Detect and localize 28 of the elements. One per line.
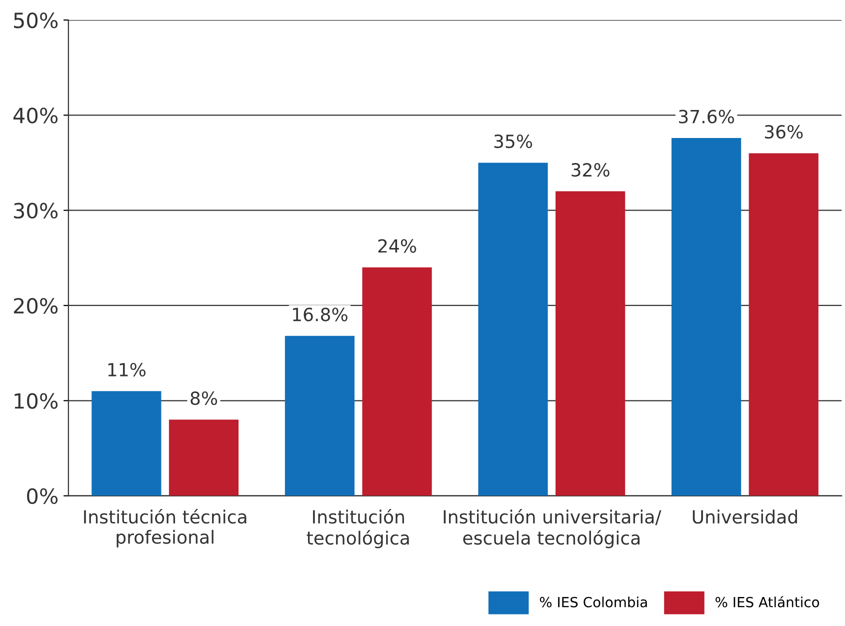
y-tick-label: 0% [27,488,58,504]
bar [362,267,432,496]
bar [478,162,548,496]
data-label: 24% [378,239,416,253]
bar [168,420,239,496]
y-tick-label: 50% [14,12,58,28]
y-tick-label: 20% [14,298,58,314]
legend-label: % IES Colombia [540,596,647,608]
data-label: 35% [494,134,532,148]
bar [284,336,355,496]
y-tick-label: 30% [14,202,58,219]
bar [672,138,742,496]
x-tick-label: Universidad [692,510,797,524]
x-tick-label: Institución tecnológica [306,508,409,548]
y-tick-label: 10% [14,393,58,409]
legend-label: % IES Atlántico [716,596,820,608]
data-label: 32% [572,163,610,177]
bar [556,191,626,496]
data-label: 16.8% [293,308,348,322]
y-tick-label: 40% [13,108,58,124]
data-label: 11% [108,362,146,377]
data-label: 8% [190,391,218,406]
data-label: 36% [764,124,803,139]
bar [748,153,818,496]
data-label: 37.6% [679,110,734,124]
x-tick-label: Institución universitaria/ escuela tecnológica [444,508,662,548]
x-tick-label: Institución técnica profesional [84,508,246,548]
bar [92,391,162,496]
